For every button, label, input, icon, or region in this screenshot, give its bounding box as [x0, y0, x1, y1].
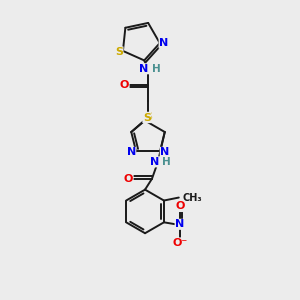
Text: N: N: [160, 147, 170, 158]
Text: N: N: [159, 38, 168, 48]
Text: N: N: [127, 147, 136, 158]
Text: S: S: [143, 112, 151, 123]
Text: O: O: [124, 174, 133, 184]
Text: H: H: [163, 157, 171, 167]
Text: H: H: [152, 64, 160, 74]
Text: O: O: [120, 80, 129, 90]
Text: O: O: [175, 202, 184, 212]
Text: N: N: [150, 157, 160, 167]
Text: N: N: [140, 64, 149, 74]
Text: S: S: [115, 47, 123, 57]
Text: O⁻: O⁻: [172, 238, 188, 248]
Text: CH₃: CH₃: [183, 193, 202, 202]
Text: N: N: [175, 219, 184, 229]
Text: S: S: [144, 112, 152, 122]
